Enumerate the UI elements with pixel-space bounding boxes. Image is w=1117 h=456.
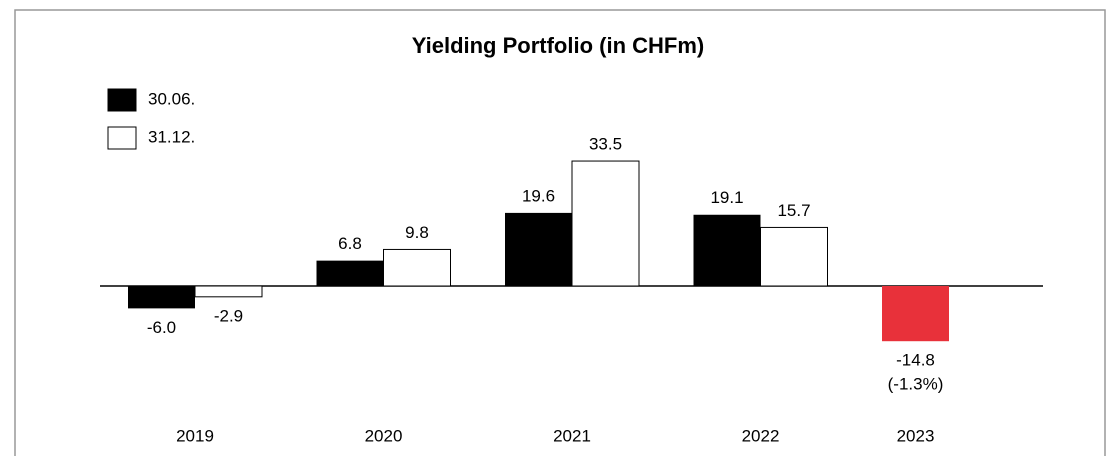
value-label: 19.1 [710,188,743,207]
frame [14,9,1106,456]
value-label: 9.8 [405,223,429,242]
x-tick-label: 2021 [553,426,591,445]
x-tick-label: 2023 [897,426,935,445]
bar [128,286,195,309]
annotation: (-1.3%) [888,375,944,394]
bar [693,214,761,286]
legend-label: 31.12. [148,127,195,146]
legend-label: 30.06. [148,89,195,108]
legend-swatch [107,88,137,112]
legend-swatch [107,126,137,150]
x-tick-label: 2020 [365,426,403,445]
bar [383,248,451,287]
value-label: 19.6 [522,186,555,205]
bar [194,285,263,298]
bar [316,260,384,286]
value-label: -14.8 [896,351,935,370]
x-tick-label: 2022 [742,426,780,445]
bar [882,286,949,342]
value-label: -6.0 [147,318,176,337]
value-label: -2.9 [214,306,243,325]
bar [571,160,640,287]
bar [505,212,572,286]
chart-title: Yielding Portfolio (in CHFm) [412,33,705,58]
x-tick-label: 2019 [176,426,214,445]
value-label: 15.7 [777,201,810,220]
value-label: 33.5 [589,135,622,154]
bar [760,226,828,287]
value-label: 6.8 [338,234,362,253]
